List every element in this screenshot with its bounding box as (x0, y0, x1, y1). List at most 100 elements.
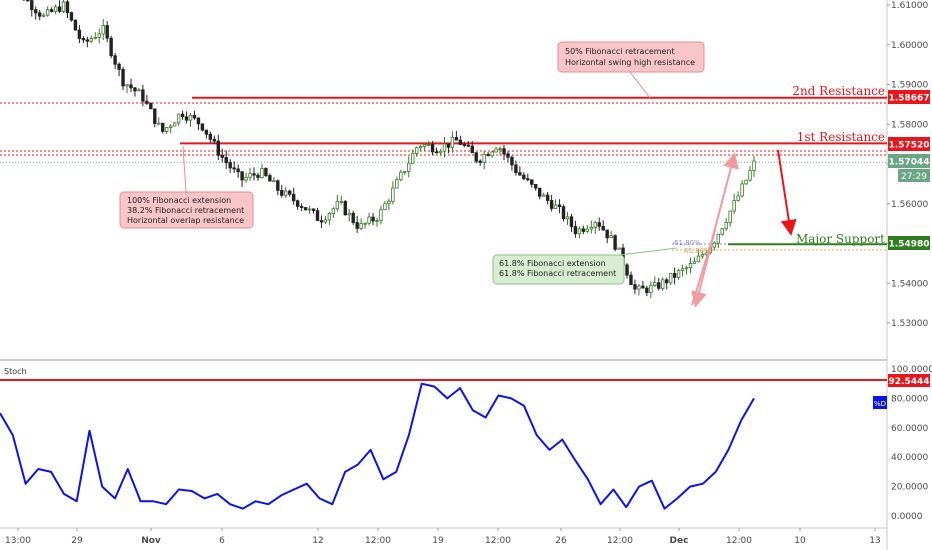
candle-body (315, 210, 320, 221)
candle-body (387, 200, 391, 205)
candle-body (613, 235, 617, 250)
candle-body (157, 122, 161, 125)
candle-body (295, 200, 300, 207)
time-tick-label: 13:00 (5, 536, 31, 546)
callout-pointer-100pct (182, 145, 187, 193)
time-tick-label: 12 (312, 536, 323, 546)
candle-body (593, 222, 597, 228)
candle-body (557, 204, 562, 208)
candle-body (347, 212, 351, 216)
candle-body (307, 208, 312, 211)
badge-countdown (898, 169, 930, 182)
time-tick-label: 12:00 (485, 536, 511, 546)
candle-body (740, 183, 744, 197)
candle-body (224, 157, 228, 164)
candle-body (256, 174, 260, 178)
candle-body (244, 176, 248, 181)
fib-label-extension: 61.80% (674, 239, 701, 247)
candle-body (712, 242, 717, 248)
candle-body (367, 216, 371, 224)
candle-body (355, 222, 359, 229)
candle-body (57, 6, 62, 12)
candle-body (77, 29, 82, 39)
badge-current-price-text: 1.57044 (889, 158, 930, 168)
forecast-arrow (777, 149, 797, 236)
candle-body (212, 138, 217, 142)
candle-body (129, 84, 133, 89)
candle-body (736, 195, 740, 201)
candle-body (220, 154, 224, 158)
time-axis: 13:00 29 Nov 6 12 12:00 19 12:00 26 12:00 Dec 12:00… (5, 528, 881, 546)
candle-body (629, 274, 633, 286)
badge-major-support-text: 1.54980 (889, 240, 930, 250)
candle-body (331, 208, 336, 214)
candle-body (438, 150, 443, 154)
candle-body (720, 228, 724, 235)
candle-body (426, 144, 431, 146)
stoch-tick-label: 0.0000 (891, 512, 923, 522)
candle-body (490, 151, 494, 157)
candle-body (85, 39, 90, 42)
candle-body (395, 179, 399, 189)
callout-50pct-fib (557, 41, 705, 73)
candle-body (732, 200, 736, 212)
candle-body (637, 285, 641, 290)
badge-stoch-d-text: %D (874, 400, 886, 408)
candle-body (101, 25, 105, 35)
candle-body (411, 153, 415, 164)
callout-618-line2: 61.8% Fibonacci retracement (499, 269, 616, 278)
time-tick-label: Nov (141, 536, 161, 546)
candle-body (430, 144, 435, 153)
candle-body (466, 144, 470, 147)
callout-pointer-618 (619, 247, 678, 256)
projection-arrow-down (691, 229, 716, 308)
candle-body (204, 129, 209, 135)
candle-body (137, 89, 141, 92)
badge-stoch-d (873, 396, 887, 409)
candle-body (26, 0, 30, 2)
badge-stoch-level (888, 374, 930, 387)
candle-body (661, 279, 665, 289)
price-tick-label: 1.54000 (891, 279, 928, 289)
candle-body (133, 87, 137, 92)
candle-body (676, 270, 681, 278)
candle-body (236, 168, 240, 173)
fib-label-retracement: 61.80% (684, 247, 711, 255)
badge-stoch-level-text: 92.5444 (889, 377, 930, 387)
candle-body (549, 200, 554, 209)
candle-body (172, 122, 177, 127)
candle-body (474, 152, 478, 162)
price-tick-label: 1.59000 (891, 81, 928, 91)
candle-body (311, 208, 316, 212)
overlays-layer (691, 149, 797, 308)
candle-body (379, 209, 383, 222)
badge-current-price (888, 154, 930, 168)
candle-body (153, 108, 157, 124)
candle-body (672, 273, 677, 278)
candle-body (117, 63, 121, 70)
candle-body (716, 233, 720, 244)
candle-body (752, 160, 756, 172)
candle-body (581, 228, 586, 232)
candle-body (383, 203, 387, 211)
candle-body (375, 220, 379, 223)
candle-body (653, 282, 657, 286)
candle-body (280, 190, 284, 196)
candle-body (573, 226, 578, 235)
candle-body (105, 25, 109, 39)
candle-body (450, 137, 455, 148)
candle-body (248, 173, 252, 178)
candle-body (371, 216, 375, 222)
candle-body (649, 285, 653, 294)
candle-body (323, 219, 328, 223)
callout-100pct-line2: 38.2% Fibonacci retracement (127, 206, 244, 215)
price-tick-label: 1.61000 (891, 1, 928, 11)
candle-body (510, 156, 514, 166)
candle-body (633, 284, 637, 290)
candle-body (359, 223, 363, 229)
badge-1st-resistance (888, 137, 930, 151)
callout-618-line1: 61.8% Fibonacci extension (499, 259, 606, 268)
candle-body (284, 190, 288, 196)
